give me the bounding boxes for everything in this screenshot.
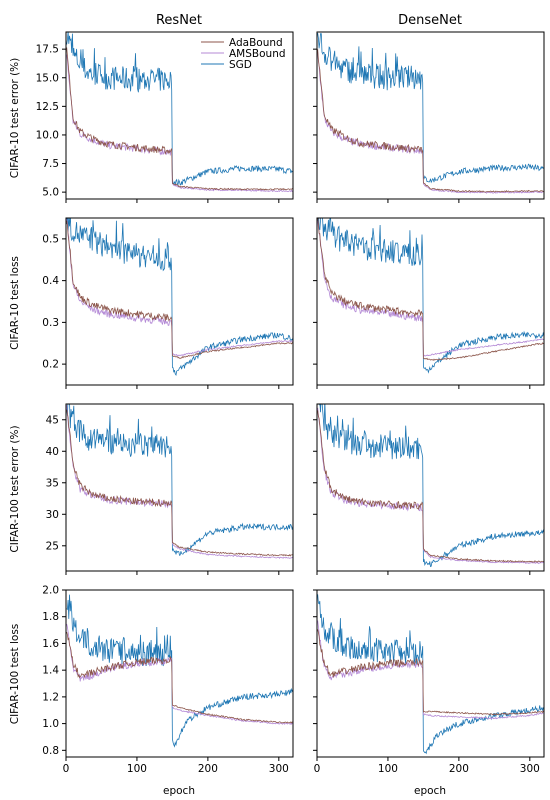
series-line-sgd: [66, 404, 293, 556]
y-tick-label: 45: [46, 414, 59, 426]
series-line-amsbound: [317, 51, 544, 194]
legend: AdaBound AMSBound SGD: [201, 37, 286, 71]
y-tick-label: 35: [46, 477, 59, 489]
x-axis-label-left: epoch: [163, 785, 195, 797]
series-line-sgd: [66, 32, 293, 186]
y-tick-label: 1.0: [42, 718, 59, 730]
y-tick-label: 17.5: [36, 44, 59, 56]
series-line-amsbound: [317, 407, 544, 565]
series-line-adabound: [317, 629, 544, 716]
x-tick-label: 100: [378, 763, 398, 775]
series-line-amsbound: [66, 54, 293, 193]
series-line-amsbound: [66, 623, 293, 725]
x-tick-label: 300: [520, 763, 540, 775]
panel-3: 0.2 0.3 0.4 0.5: [42, 217, 294, 389]
x-tick-label: 200: [198, 763, 218, 775]
y-tick-label: 12.5: [36, 101, 59, 113]
panel-frame: [316, 403, 545, 572]
legend-entry-adabound: AdaBound: [229, 37, 283, 49]
row-label-cifar10-loss: CIFAR-10 test loss: [9, 256, 21, 350]
x-tick-label: 0: [314, 763, 321, 775]
series-line-adabound: [66, 220, 293, 359]
y-tick-label: 0.2: [42, 359, 59, 371]
y-tick-label: 5.0: [42, 187, 59, 199]
series-line-adabound: [317, 49, 544, 193]
y-tick-label: 10.0: [36, 129, 59, 141]
series-line-sgd: [66, 594, 293, 748]
series-line-amsbound: [66, 404, 293, 560]
x-tick-label: 100: [127, 763, 147, 775]
column-title-resnet: ResNet: [156, 13, 202, 28]
x-tick-label: 200: [449, 763, 469, 775]
series-line-sgd: [317, 594, 544, 755]
series-line-sgd: [318, 404, 544, 568]
y-tick-label: 0.3: [42, 317, 59, 329]
y-tick-label: 40: [46, 446, 59, 458]
y-tick-label: 0.4: [42, 275, 59, 287]
y-tick-label: 0.5: [42, 233, 59, 245]
panel-4: [313, 217, 545, 389]
panel-frame: [316, 217, 545, 386]
panel-frame: [316, 589, 545, 758]
legend-entry-amsbound: AMSBound: [229, 48, 286, 60]
x-axis-label-right: epoch: [414, 785, 446, 797]
panel-8: 0 100 200 300: [313, 589, 545, 775]
panel-frame: [65, 217, 294, 386]
panel-5: 25 30 35 40 45: [46, 403, 294, 575]
series-line-sgd: [317, 33, 544, 184]
panel-frame: [65, 31, 294, 200]
y-tick-label: 30: [46, 509, 59, 521]
series-line-sgd: [66, 218, 293, 376]
y-tick-label: 0.8: [42, 745, 59, 757]
row-label-cifar10-error: CIFAR-10 test error (%): [9, 58, 21, 178]
series-line-sgd: [317, 218, 544, 374]
column-title-densenet: DenseNet: [398, 13, 462, 28]
y-tick-label: 25: [46, 540, 59, 552]
row-label-cifar100-loss: CIFAR-100 test loss: [9, 624, 21, 725]
panel-1: 5.0 7.5 10.0 12.5 15.0 17.5: [36, 31, 294, 203]
series-line-adabound: [66, 409, 293, 557]
x-tick-label: 300: [269, 763, 289, 775]
panel-frame: [316, 31, 545, 200]
y-tick-label: 1.6: [42, 638, 59, 650]
series-line-adabound: [66, 631, 293, 724]
series-line-adabound: [66, 47, 293, 191]
legend-entry-sgd: SGD: [229, 59, 252, 71]
y-tick-label: 15.0: [36, 72, 59, 84]
y-tick-label: 1.8: [42, 611, 59, 623]
series-line-adabound: [317, 410, 544, 563]
series-line-amsbound: [317, 220, 544, 358]
series-line-amsbound: [66, 218, 293, 357]
y-tick-label: 1.4: [42, 665, 59, 677]
panel-6: [313, 403, 545, 575]
panel-7: 0.8 1.0 1.2 1.4 1.6 1.8 2.0 0 100 200 300: [42, 585, 294, 775]
panel-2: [313, 31, 545, 203]
y-tick-label: 2.0: [42, 585, 59, 597]
y-tick-label: 7.5: [42, 158, 59, 170]
y-tick-label: 1.2: [42, 691, 59, 703]
row-label-cifar100-error: CIFAR-100 test error (%): [9, 425, 21, 552]
panel-frame: [65, 403, 294, 572]
panels: 5.0 7.5 10.0 12.5 15.0 17.5 0.2 0.3 0.4 0.5 25 30 35…: [36, 31, 545, 775]
x-tick-label: 0: [63, 763, 70, 775]
panel-frame: [65, 589, 294, 758]
series-line-adabound: [317, 218, 544, 361]
series-line-amsbound: [317, 620, 544, 720]
